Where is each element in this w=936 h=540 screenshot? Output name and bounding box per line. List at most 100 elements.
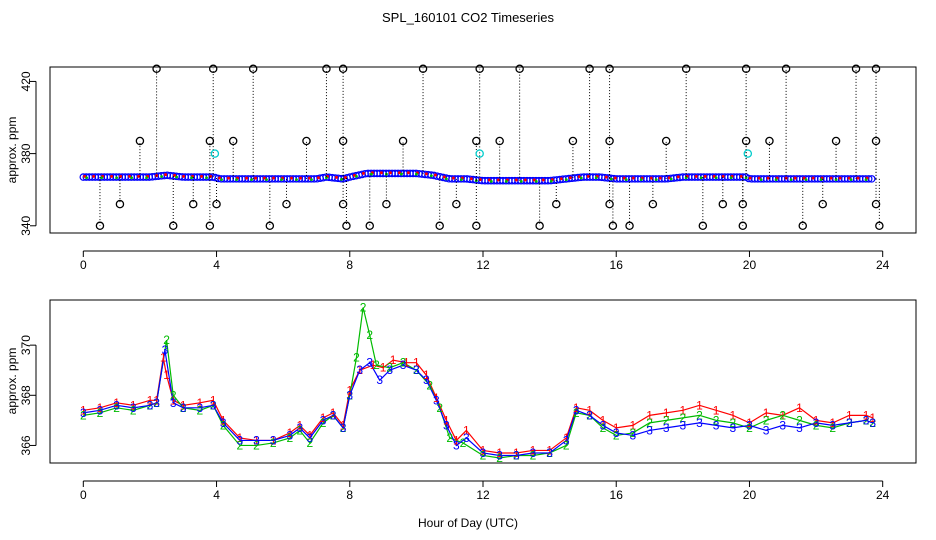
series-3-line [83, 350, 873, 457]
top-outlier-point [585, 64, 594, 74]
top-green-point [819, 178, 823, 181]
series-1-marker: 1 [796, 401, 803, 415]
series-1-marker: 1 [829, 416, 836, 430]
top-green-point [744, 176, 748, 180]
series-2-marker: 2 [513, 448, 520, 462]
top-green-point [205, 176, 208, 180]
series-1-marker: 1 [210, 393, 217, 407]
series-1-marker: 1 [663, 406, 670, 420]
series-1-marker: 1 [296, 418, 303, 432]
series-2-line [83, 307, 873, 459]
top-green-point [519, 179, 523, 183]
top-overlay-point [568, 176, 572, 180]
series-3-marker: 3 [413, 363, 420, 377]
top-x-tick-label: 16 [610, 258, 624, 272]
top-overlay-point [433, 173, 437, 177]
series-3-marker: 3 [646, 423, 653, 437]
top-outlier-point [875, 221, 884, 231]
top-overlay-point [829, 176, 833, 180]
series-1-marker: 1 [613, 421, 620, 435]
series-3-marker: 3 [320, 413, 327, 427]
series-2-marker: 2 [779, 408, 786, 422]
series-2-marker: 2 [863, 413, 870, 427]
series-3-marker: 3 [796, 421, 803, 435]
top-outlier-point [605, 199, 614, 209]
series-2-marker: 2 [253, 438, 260, 452]
top-outlier-point [738, 199, 748, 209]
series-2-marker: 2 [320, 416, 327, 430]
series-2-marker: 2 [220, 418, 227, 432]
series-3-marker: 3 [113, 398, 120, 412]
top-data-layer [79, 64, 884, 231]
top-plot-frame [49, 66, 917, 234]
series-1-marker: 1 [286, 426, 293, 440]
top-green-point [834, 178, 838, 181]
series-2-marker: 2 [729, 416, 736, 430]
top-overlay-point [424, 172, 428, 176]
series-1-marker: 1 [97, 401, 104, 415]
top-outlier-point [681, 64, 691, 74]
top-overlay-point [263, 176, 267, 180]
top-green-point [579, 176, 583, 180]
series-3-marker: 3 [563, 433, 570, 447]
series-1-marker: 1 [413, 356, 420, 370]
series-1-marker: 1 [729, 408, 736, 422]
top-green-point [759, 178, 763, 181]
series-3-marker: 3 [220, 416, 227, 430]
series-2-marker: 2 [153, 396, 160, 410]
top-y-tick-label: 420 [19, 71, 33, 91]
top-overlay-point [397, 171, 401, 175]
series-3-marker: 3 [340, 421, 347, 435]
series-3-marker: 3 [306, 431, 313, 445]
series-2-marker: 2 [130, 403, 137, 417]
top-overlay-point [110, 174, 114, 178]
top-outlier-point [435, 221, 444, 231]
series-3-marker: 3 [433, 393, 440, 407]
series-1-marker: 1 [453, 433, 460, 447]
top-green-point [459, 178, 463, 181]
series-1-marker: 1 [147, 393, 154, 407]
top-outlier-point [168, 221, 178, 231]
series-1-marker: 1 [763, 406, 770, 420]
top-outlier-point [851, 64, 861, 74]
top-outlier-point [718, 199, 728, 209]
top-cyan-point [743, 149, 753, 158]
series-2-marker: 2 [480, 448, 487, 462]
series-3-marker: 3 [496, 448, 503, 462]
series-2-marker: 2 [586, 408, 593, 422]
series-3-marker: 3 [210, 398, 217, 412]
series-2-marker: 2 [813, 418, 820, 432]
top-overlay-point [847, 176, 851, 180]
series-3-marker: 3 [386, 363, 393, 377]
top-green-point [130, 176, 134, 180]
bottom-x-tick-label: 16 [610, 488, 624, 502]
top-overlay-point [451, 176, 455, 180]
series-3-marker: 3 [763, 423, 770, 437]
series-2-marker: 2 [373, 358, 380, 372]
series-3-marker: 3 [630, 428, 637, 442]
top-overlay-point [757, 176, 761, 180]
series-3-marker: 3 [729, 421, 736, 435]
series-2-marker: 2 [829, 421, 836, 435]
top-outlier-point [661, 136, 671, 146]
top-outlier-point [608, 221, 618, 231]
series-3-marker: 3 [153, 396, 160, 410]
series-3-marker: 3 [586, 408, 593, 422]
top-cyan-point [475, 149, 484, 158]
top-overlay-point [307, 176, 311, 180]
top-outlier-point [741, 64, 751, 74]
series-3-marker: 3 [480, 446, 487, 460]
top-overlay-point [658, 176, 662, 180]
top-overlay-point [289, 176, 293, 180]
top-overlay-point [334, 175, 338, 179]
series-2-marker: 2 [613, 428, 620, 442]
series-1-marker: 1 [713, 403, 720, 417]
top-outlier-point [205, 136, 215, 146]
series-2-marker: 2 [713, 413, 720, 427]
top-green-point [220, 178, 223, 181]
series-2-marker: 2 [113, 401, 120, 415]
series-1-marker: 1 [153, 393, 160, 407]
series-1-marker: 1 [563, 431, 570, 445]
top-overlay-point [748, 176, 752, 180]
